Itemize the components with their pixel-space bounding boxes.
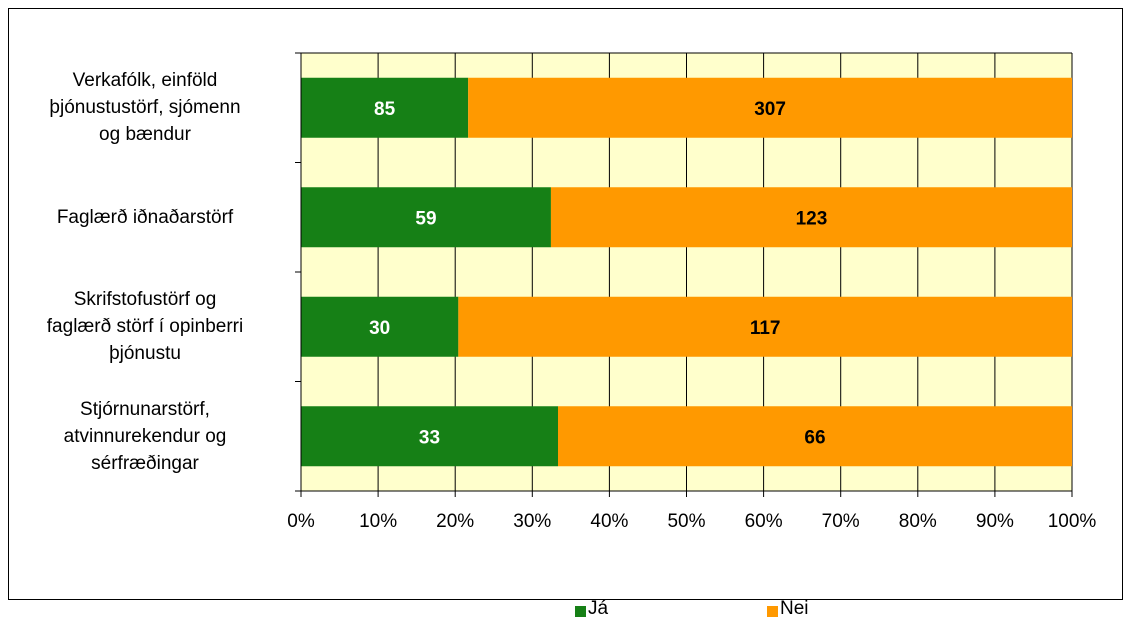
- bar-nei: [458, 296, 1072, 357]
- category-label: Stjórnunarstörf, atvinnurekendur og sérfræ…: [10, 396, 280, 477]
- data-label: 117: [750, 318, 781, 339]
- x-tick-label: 100%: [1048, 511, 1097, 532]
- category-label-line: Verkafólk, einföld: [72, 70, 218, 92]
- legend-item-nei: Nei: [767, 598, 809, 620]
- category-label: Skrifstofustörf og faglærð störf í opinbe…: [10, 286, 280, 367]
- category-label-line: þjónustu: [109, 343, 181, 365]
- category-label-line: Skrifstofustörf og: [73, 289, 217, 311]
- x-tick-label: 10%: [359, 511, 397, 532]
- category-label-line: Stjórnunarstörf,: [80, 398, 210, 420]
- legend-label-nei: Nei: [780, 598, 809, 619]
- category-label: Verkafólk, einföld þjónustustörf, sjómenn…: [10, 67, 280, 148]
- x-tick-label: 90%: [976, 511, 1014, 532]
- category-label-line: og bændur: [99, 124, 191, 146]
- data-label: 59: [415, 208, 436, 229]
- data-label: 30: [369, 318, 390, 339]
- category-label-line: sérfræðingar: [91, 452, 199, 474]
- x-tick-label: 60%: [745, 511, 783, 532]
- bar-ja: [301, 296, 459, 357]
- category-label-line: Faglærð iðnaðarstörf: [56, 206, 234, 228]
- bar-ja: [301, 77, 469, 138]
- category-label: Faglærð iðnaðarstörf: [10, 204, 280, 231]
- legend-label-ja: Já: [588, 598, 609, 619]
- x-tick-label: 0%: [287, 511, 315, 532]
- x-tick-label: 40%: [590, 511, 628, 532]
- x-tick-label: 30%: [513, 511, 551, 532]
- data-label: 66: [804, 427, 825, 448]
- data-label: 123: [796, 208, 828, 229]
- data-label: 307: [754, 99, 786, 120]
- category-label-line: þjónustustörf, sjómenn: [49, 97, 241, 119]
- bar-nei: [550, 187, 1072, 248]
- x-tick-label: 50%: [667, 511, 705, 532]
- x-tick-label: 80%: [899, 511, 937, 532]
- bar-nei: [558, 406, 1072, 467]
- data-label: 33: [419, 427, 440, 448]
- legend-item-ja: Já: [575, 598, 608, 620]
- category-label-line: atvinnurekendur og: [63, 425, 227, 447]
- bar-ja: [301, 406, 558, 467]
- bar-ja: [301, 187, 551, 248]
- x-tick-label: 70%: [822, 511, 860, 532]
- data-label: 85: [374, 99, 396, 120]
- x-tick-label: 20%: [436, 511, 474, 532]
- bar-nei: [468, 77, 1072, 138]
- category-label-line: faglærð störf í opinberri: [46, 316, 244, 338]
